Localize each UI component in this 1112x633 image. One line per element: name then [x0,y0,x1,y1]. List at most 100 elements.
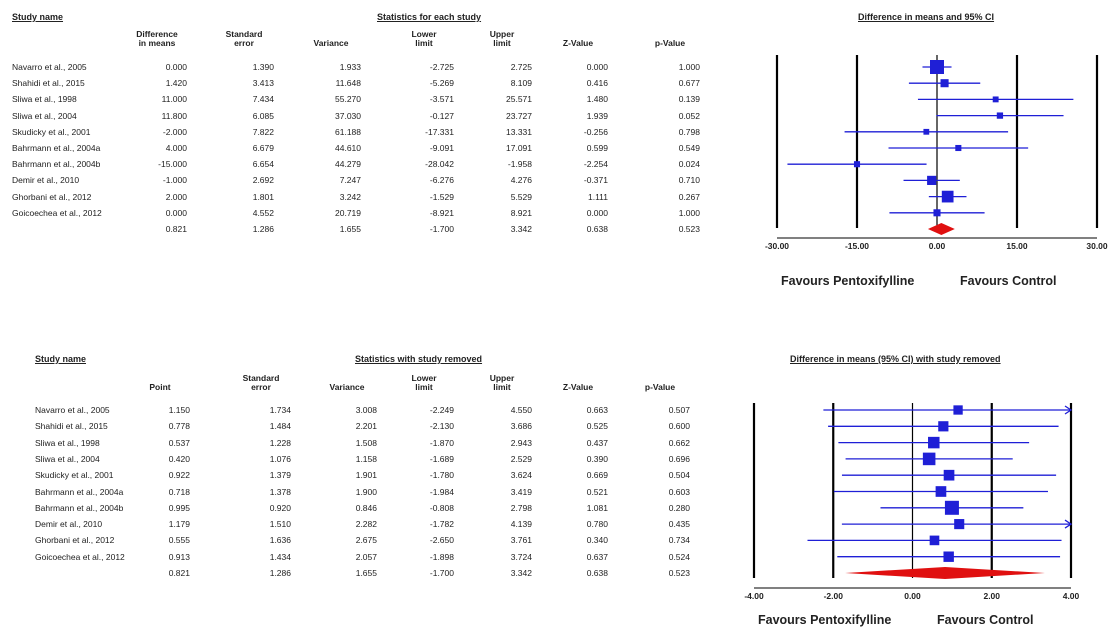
table-cell: 4.276 [510,175,532,186]
table-cell: 1.901 [355,470,377,481]
table-cell: 0.637 [586,551,608,562]
table-cell: 3.724 [510,551,532,562]
table-cell: -0.256 [583,126,608,137]
study-name: Bahrmann et al., 2004a [12,143,101,153]
table-cell: 0.139 [678,94,700,105]
table-cell: 1.939 [586,110,608,121]
table-cell: 1.900 [355,486,377,497]
point-marker [954,519,965,530]
table-cell: 1.076 [269,453,291,464]
point-marker [933,209,941,217]
summary-cell: 0.523 [668,568,690,578]
table-cell: 11.648 [335,78,361,89]
study-name: Skudicky et al., 2001 [12,126,91,137]
table-cell: 13.331 [506,126,532,137]
study-name: Goicoechea et al., 2012 [35,551,125,562]
plot-title: Difference in means (95% CI) with study … [790,354,1001,364]
study-name: Sliwa et al., 2004 [35,453,100,464]
table-cell: 0.922 [168,470,190,481]
table-cell: -1.780 [429,470,454,481]
column-header: Z-Value [562,38,594,48]
table-cell: -6.276 [429,175,454,186]
point-marker [928,436,940,449]
x-tick-label: 0.00 [904,591,921,601]
table-cell: 1.484 [269,421,291,432]
table-cell: 2.725 [510,62,532,72]
table-cell: 25.571 [506,94,532,105]
table-cell: 0.024 [678,159,700,170]
table-cell: 2.000 [165,191,187,202]
summary-cell: 1.655 [355,568,377,578]
table-cell: 44.279 [335,159,361,170]
table-cell: 7.822 [252,126,274,137]
summary-cell: -1.700 [429,224,454,234]
table-cell: 0.435 [668,519,690,530]
table-cell: 2.057 [355,551,377,562]
table-cell: 1.228 [269,437,291,448]
table-cell: 0.340 [586,535,608,546]
study-name: Navarro et al., 2005 [35,405,110,415]
study-name: Shahidi et al., 2015 [12,78,85,89]
table-cell: 17.091 [506,143,532,153]
table-cell: 3.008 [355,405,377,415]
column-header: Variance [329,382,365,392]
table-cell: 1.378 [269,486,291,497]
study-name: Ghorbani et al., 2012 [12,191,92,202]
table-cell: 0.524 [668,551,690,562]
table-cell: 11.800 [161,110,187,121]
table-cell: 0.920 [269,502,291,513]
study-name-header: Study name [35,354,87,364]
table-cell: 0.669 [586,470,608,481]
table-cell: 37.030 [335,110,361,121]
table-cell: 1.379 [269,470,291,481]
table-cell: 0.525 [586,421,608,432]
table-cell: 0.280 [668,502,690,513]
table-cell: 6.679 [252,143,274,153]
table-cell: 0.000 [586,207,608,218]
point-marker [922,452,936,466]
table-cell: 0.555 [168,535,190,546]
study-name: Ghorbani et al., 2012 [35,535,115,546]
table-cell: 1.390 [252,62,274,72]
point-marker [996,112,1004,119]
table-cell: 0.416 [586,78,608,89]
table-cell: 55.270 [335,94,361,105]
point-marker [943,469,955,481]
table-cell: 0.390 [586,453,608,464]
table-cell: 1.933 [339,62,361,72]
table-cell: 4.000 [165,143,187,153]
x-tick-label: 30.00 [1086,241,1108,251]
table-cell: 1.000 [678,62,700,72]
column-header: p-Value [644,382,676,392]
summary-diamond [927,223,955,235]
table-cell: -0.127 [429,110,454,121]
point-marker [930,60,944,74]
summary-cell: 1.286 [252,224,274,234]
table-cell: -0.808 [429,502,454,513]
table-cell: -2.725 [429,62,454,72]
table-cell: 0.600 [668,421,690,432]
study-name: Demir et al., 2010 [35,519,103,530]
table-cell: 1.801 [252,191,274,202]
table-cell: 1.158 [355,453,377,464]
table-cell: 5.529 [510,191,532,202]
stats-header: Statistics with study removed [355,354,483,364]
favours-left-label: Favours Pentoxifylline [758,613,892,627]
summary-cell: 1.655 [339,224,361,234]
table-cell: 2.798 [510,502,532,513]
study-name: Bahrmann et al., 2004b [12,159,101,170]
table-cell: 1.000 [678,207,700,218]
table-cell: -8.921 [429,207,454,218]
table-cell: 1.434 [269,551,291,562]
table-cell: 0.599 [586,143,608,153]
table-cell: 1.150 [168,405,190,415]
table-cell: 7.247 [339,175,361,186]
table-cell: 3.624 [510,470,532,481]
table-cell: 1.636 [269,535,291,546]
summary-cell: 3.342 [510,568,532,578]
x-tick-label: 4.00 [1063,591,1080,601]
table-cell: 0.780 [586,519,608,530]
table-cell: -1.984 [429,486,454,497]
table-cell: 0.549 [678,143,700,153]
